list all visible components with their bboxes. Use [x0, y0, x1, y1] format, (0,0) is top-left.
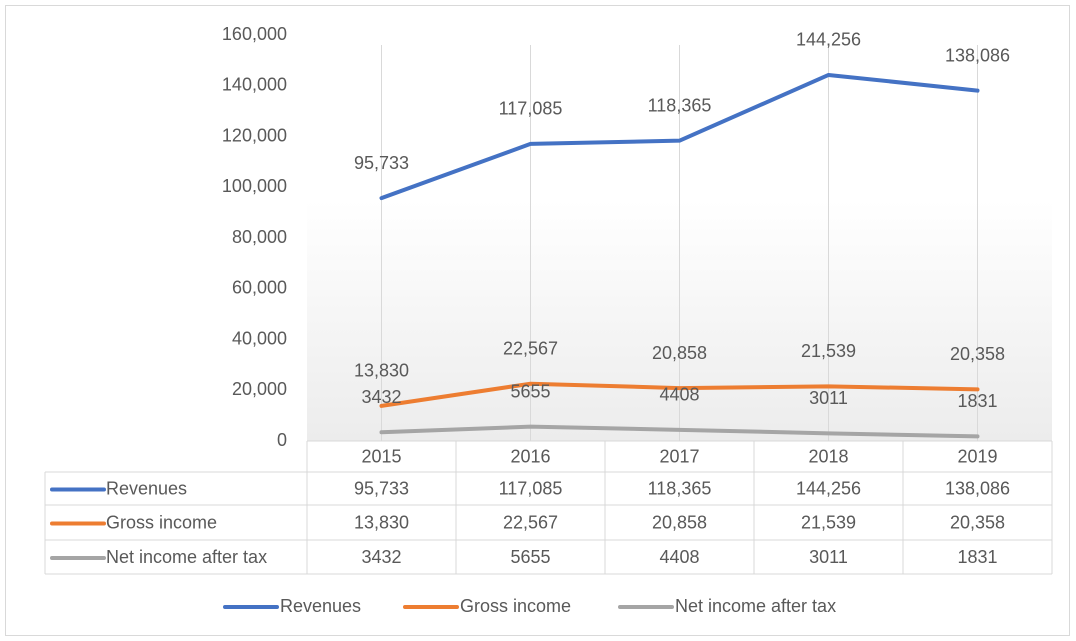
table-cell: 117,085: [499, 478, 563, 498]
series-line: [379, 424, 980, 439]
data-label: 1831: [957, 391, 997, 411]
table-cell: 21,539: [801, 512, 856, 532]
y-tick-label: 140,000: [222, 75, 287, 95]
data-label: 21,539: [801, 341, 856, 361]
x-tick-label: 2017: [659, 446, 699, 466]
y-tick-label: 40,000: [232, 328, 287, 348]
x-tick-label: 2015: [361, 446, 401, 466]
table-row-label: Revenues: [106, 478, 187, 498]
data-label: 3432: [361, 387, 401, 407]
data-label: 13,830: [354, 361, 409, 381]
table-cell: 3432: [361, 547, 401, 567]
x-tick-label: 2018: [808, 446, 848, 466]
y-tick-label: 100,000: [222, 176, 287, 196]
table-cell: 20,358: [950, 512, 1005, 532]
legend-label: Revenues: [280, 596, 361, 616]
data-label: 5655: [510, 381, 550, 401]
data-label: 144,256: [796, 30, 861, 50]
data-label: 20,358: [950, 344, 1005, 364]
y-tick-label: 60,000: [232, 278, 287, 298]
table-cell: 5655: [510, 547, 550, 567]
data-label: 4408: [659, 385, 699, 405]
y-tick-label: 20,000: [232, 379, 287, 399]
data-label: 138,086: [945, 45, 1010, 65]
table-row-label: Gross income: [106, 512, 217, 532]
table-cell: 1831: [957, 547, 997, 567]
table-cell: 13,830: [354, 512, 409, 532]
data-label: 117,085: [499, 99, 563, 119]
table-cell: 4408: [659, 547, 699, 567]
legend-label: Net income after tax: [675, 596, 836, 616]
table-cell: 20,858: [652, 512, 707, 532]
table-cell: 118,365: [648, 478, 712, 498]
table-cell: 138,086: [945, 478, 1010, 498]
y-tick-label: 160,000: [222, 24, 287, 44]
y-tick-label: 120,000: [222, 125, 287, 145]
series-line: [379, 72, 980, 201]
data-label: 3011: [809, 388, 848, 408]
data-label: 95,733: [354, 153, 409, 173]
y-tick-label: 80,000: [232, 227, 287, 247]
table-row-label: Net income after tax: [106, 547, 267, 567]
data-label: 22,567: [503, 338, 558, 358]
y-tick-label: 0: [277, 430, 287, 450]
table-cell: 95,733: [354, 478, 409, 498]
x-tick-label: 2016: [510, 446, 550, 466]
series-line: [379, 381, 980, 408]
table-cell: 144,256: [796, 478, 861, 498]
table-cell: 22,567: [503, 512, 558, 532]
legend-label: Gross income: [460, 596, 571, 616]
data-label: 20,858: [652, 343, 707, 363]
x-tick-label: 2019: [957, 446, 997, 466]
data-label: 118,365: [648, 95, 712, 115]
table-cell: 3011: [809, 547, 848, 567]
